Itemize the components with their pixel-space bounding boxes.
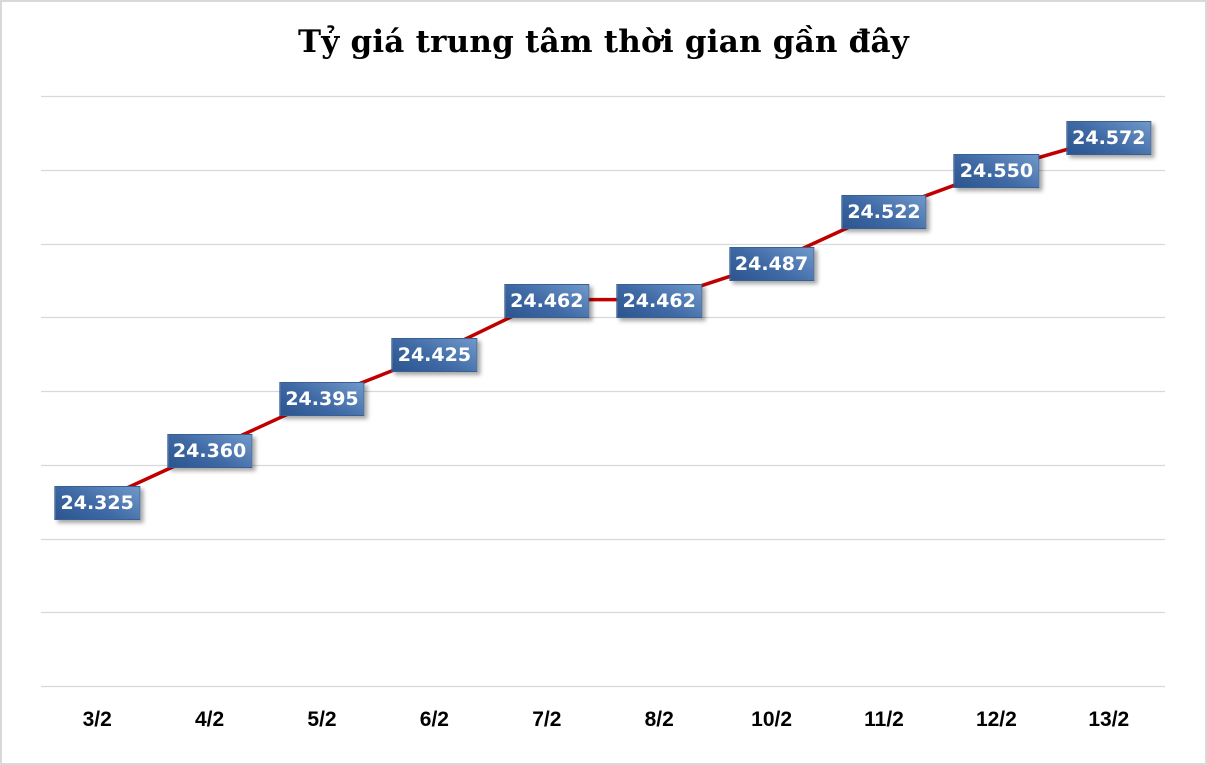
x-tick-label: 6/2 [419,708,449,731]
series-line [96,135,1110,504]
data-label: 24.550 [953,153,1040,188]
x-tick-label: 11/2 [864,708,904,731]
x-tick-label: 7/2 [532,708,562,731]
x-tick-label: 12/2 [975,708,1017,731]
data-label: 24.462 [616,283,702,318]
data-label: 24.462 [504,283,590,318]
x-tick-label: 5/2 [307,708,337,731]
x-tick-label: 4/2 [194,708,225,731]
x-tick-label: 10/2 [751,708,793,731]
data-label: 24.522 [841,195,927,230]
chart-title: Tỷ giá trung tâm thời gian gần đây [297,24,910,60]
x-tick-label: 8/2 [644,708,674,731]
x-tick-label: 3/2 [82,708,112,731]
data-label: 24.572 [1066,121,1152,156]
data-label: 24.395 [279,382,365,417]
data-label: 24.425 [391,338,478,373]
data-label: 24.325 [54,485,140,520]
data-label: 24.487 [728,246,815,281]
data-label: 24.360 [166,434,253,468]
x-tick-label: 13/2 [1088,708,1130,731]
